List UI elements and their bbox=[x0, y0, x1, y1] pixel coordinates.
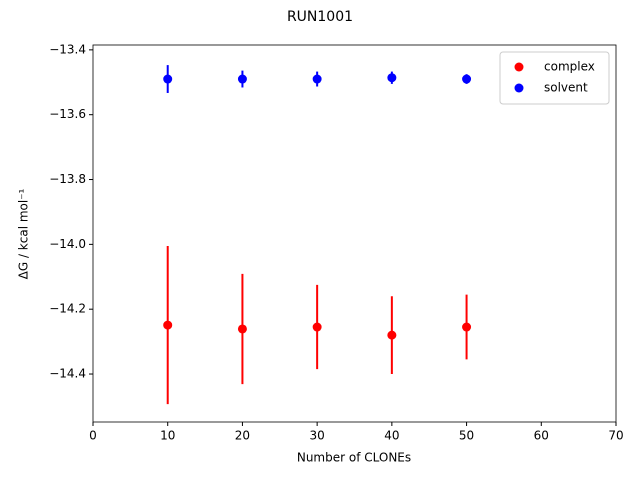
x-tick-label: 50 bbox=[459, 429, 474, 443]
y-tick-label: −13.6 bbox=[49, 107, 86, 121]
point bbox=[312, 322, 322, 332]
legend-box bbox=[499, 51, 610, 105]
x-tick-label: 10 bbox=[160, 429, 175, 443]
x-tick-label: 0 bbox=[89, 429, 97, 443]
point bbox=[312, 74, 322, 84]
y-axis-label: ΔG / kcal mol⁻¹ bbox=[17, 188, 31, 279]
y-tick-label: −14.2 bbox=[49, 302, 86, 316]
y-tick-label: −14.4 bbox=[49, 367, 86, 381]
point bbox=[387, 330, 397, 340]
x-tick-label: 30 bbox=[310, 429, 325, 443]
y-tick-label: −14.0 bbox=[49, 237, 86, 251]
point bbox=[237, 324, 247, 334]
legend-label: solvent bbox=[544, 81, 588, 95]
x-tick-label: 40 bbox=[384, 429, 399, 443]
legend-label: complex bbox=[544, 60, 595, 74]
point bbox=[462, 322, 472, 332]
x-axis-label: Number of CLONEs bbox=[297, 451, 411, 465]
chart-title: RUN1001 bbox=[287, 9, 353, 25]
y-tick-label: −13.4 bbox=[49, 42, 86, 56]
plot-frame bbox=[92, 44, 617, 423]
x-tick-label: 60 bbox=[534, 429, 549, 443]
point bbox=[163, 320, 173, 330]
legend-marker bbox=[514, 83, 524, 93]
point bbox=[237, 74, 247, 84]
point bbox=[387, 73, 397, 83]
x-tick-label: 20 bbox=[235, 429, 250, 443]
point bbox=[462, 74, 472, 84]
y-tick-label: −13.8 bbox=[49, 172, 86, 186]
legend-marker bbox=[514, 62, 524, 72]
point bbox=[163, 74, 173, 84]
x-tick-label: 70 bbox=[608, 429, 623, 443]
